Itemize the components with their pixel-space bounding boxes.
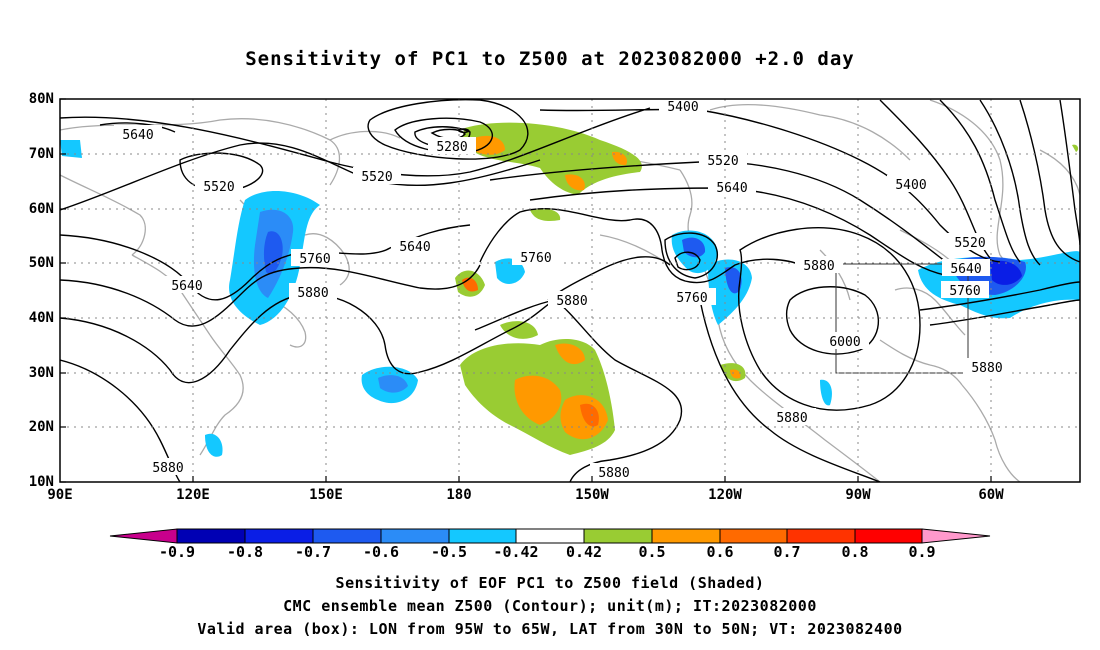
contour-label: 5880 [297,286,328,301]
pos-patch [580,403,599,427]
lon-label: 90W [845,487,871,503]
contour-label: 5880 [598,466,629,481]
contour-label: 5760 [520,251,551,266]
colorbar-label: 0.8 [841,543,869,561]
colorbar-swatch [448,528,517,544]
colorbar-swatch [651,528,721,544]
colorbar-swatch [380,528,450,544]
contour-label: 5400 [667,100,698,115]
colorbar-label: 0.6 [706,543,734,561]
colorbar-label: -0.6 [362,543,400,561]
lon-label: 150W [575,487,609,503]
axis-ticks [60,98,992,483]
contour-label: 5880 [803,259,834,274]
contour-labels: 5400 5280 5520 5640 5520 5640 5520 5760 … [114,99,1011,481]
contour-label: 5880 [556,294,587,309]
colorbar-label: -0.42 [493,543,539,561]
lat-label: 60N [28,201,54,217]
pos-patch [530,208,561,221]
colorbar-swatch [176,528,246,544]
pos-patch [1072,144,1079,152]
lon-label: 120W [708,487,742,503]
colorbar-swatch [312,528,382,544]
lat-label: 50N [28,255,54,271]
contour-label: 5640 [399,240,430,255]
colorbar-swatch [854,528,923,544]
colorbar-label: -0.9 [158,543,196,561]
contour-label: 5520 [203,180,234,195]
sensitivity-shading [60,122,1080,457]
contour-label: 5760 [949,284,980,299]
lat-label: 40N [28,310,54,326]
caption-line-3: Valid area (box): LON from 95W to 65W, L… [197,620,903,638]
colorbar-swatch [719,528,788,544]
pos-patch [500,321,538,339]
lon-label: 60W [978,487,1004,503]
contour-label: 5760 [676,291,707,306]
colorbar-label: -0.7 [294,543,332,561]
colorbar-swatch [244,528,314,544]
colorbar-high-triangle [921,528,991,544]
colorbar-label: 0.5 [638,543,666,561]
colorbar-label: -0.5 [430,543,468,561]
lon-label: 90E [47,487,73,503]
pos-patch [565,174,585,191]
contour-label: 5520 [361,170,392,185]
lat-label: 80N [28,91,54,107]
contour-label: 5640 [716,181,747,196]
contour-label: 5880 [152,461,183,476]
colorbar-swatch [786,528,856,544]
map-frame [59,98,1081,483]
z500-contours [60,99,1080,482]
pos-patch [514,375,562,425]
pos-patch [730,369,741,379]
neg-patch [378,375,408,393]
contour-label: 5640 [950,262,981,277]
caption-line-1: Sensitivity of EOF PC1 to Z500 field (Sh… [335,574,765,592]
contour-label: 5280 [436,140,467,155]
neg-patch [725,267,742,294]
pos-patch [555,343,585,365]
pos-patch [463,122,642,195]
contour-label: 5400 [895,178,926,193]
contour-label: 5520 [954,236,985,251]
contour-label: 5880 [776,411,807,426]
neg-patch [990,260,1022,285]
colorbar-swatch [515,528,585,544]
colorbar-low-triangle [109,528,178,544]
contour-label: 5520 [707,154,738,169]
colorbar-swatch [583,528,653,544]
plot-title: Sensitivity of PC1 to Z500 at 2023082000… [245,48,855,70]
contour-label: 5640 [122,128,153,143]
contour-label: 5760 [299,252,330,267]
lat-label: 10N [28,474,54,490]
lon-label: 150E [309,487,343,503]
colorbar [109,528,991,544]
contour-label: 6000 [829,335,860,350]
caption-line-2: CMC ensemble mean Z500 (Contour); unit(m… [283,597,817,615]
neg-patch [820,379,832,406]
colorbar-label: 0.42 [565,543,603,561]
neg-patch [60,140,82,158]
contour-label: 5640 [171,279,202,294]
colorbar-label: 0.9 [908,543,936,561]
lat-label: 20N [28,419,54,435]
colorbar-label: 0.7 [773,543,801,561]
lon-label: 180 [446,487,472,503]
contour-label: 5880 [971,361,1002,376]
lat-label: 30N [28,365,54,381]
lon-label: 120E [176,487,210,503]
colorbar-label: -0.8 [226,543,264,561]
lat-label: 70N [28,146,54,162]
pos-patch [612,151,628,166]
neg-patch [205,433,223,457]
